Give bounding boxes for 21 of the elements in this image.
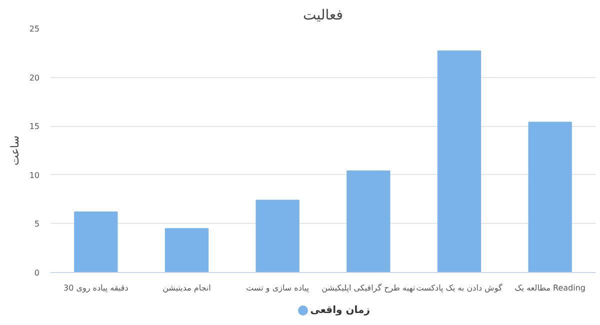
x-tick-label: 30 دقیقه پیاده روی [64,284,129,292]
x-tick-label: انجام مدیتیشن [162,284,211,292]
x-tick-label: گوش دادن به یک پادکست [416,282,502,292]
bar [256,200,300,272]
y-tick-label: 5 [34,220,40,229]
bar [346,170,390,272]
bar [164,228,209,272]
y-tick-label: 0 [34,268,40,278]
chart-title: فعالیت [303,8,343,24]
legend-label: زمان واقعی [310,305,370,316]
y-tick-label: 20 [29,73,40,82]
x-tick-label: تهیه طرح گرافیکی اپلیکیشن [322,282,416,292]
y-axis-title: ساعت [8,136,22,166]
x-tick-label: پیاده سازی و تست [246,284,309,292]
y-tick-label: 15 [29,122,40,132]
bar [437,50,482,272]
bar [528,122,572,272]
bar [74,211,118,272]
y-tick-label: 25 [29,24,40,34]
x-tick-label: مطالعه یک Reading [514,284,586,292]
y-tick-label: 10 [29,170,40,180]
